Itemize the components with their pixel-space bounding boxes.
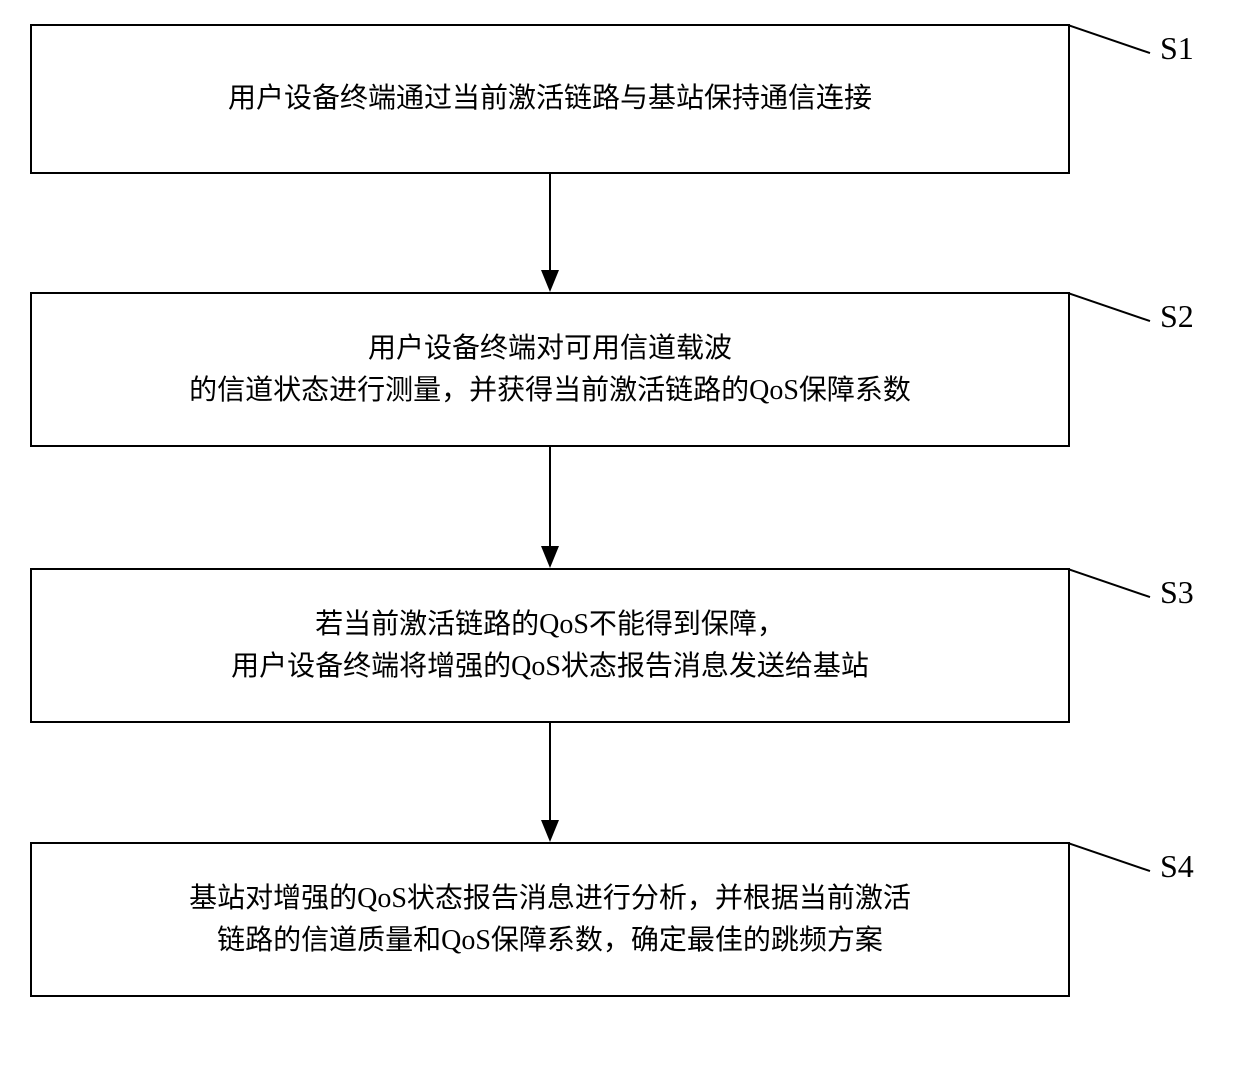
flowchart-node-s4: 基站对增强的QoS状态报告消息进行分析，并根据当前激活链路的信道质量和QoS保障…: [30, 842, 1070, 997]
leader-line-s2: [1067, 292, 1150, 322]
flowchart-node-s3: 若当前激活链路的QoS不能得到保障，用户设备终端将增强的QoS状态报告消息发送给…: [30, 568, 1070, 723]
flowchart-node-s1: 用户设备终端通过当前激活链路与基站保持通信连接: [30, 24, 1070, 174]
node-label-s2: S2: [1160, 298, 1194, 335]
arrow-s2-s3: [539, 447, 561, 570]
flowchart-node-s2: 用户设备终端对可用信道载波的信道状态进行测量，并获得当前激活链路的QoS保障系数: [30, 292, 1070, 447]
arrow-s1-s2: [539, 174, 561, 294]
node-text: 用户设备终端对可用信道载波的信道状态进行测量，并获得当前激活链路的QoS保障系数: [52, 328, 1048, 412]
leader-line-s1: [1067, 24, 1150, 54]
node-label-s1: S1: [1160, 30, 1194, 67]
node-text: 用户设备终端通过当前激活链路与基站保持通信连接: [52, 78, 1048, 120]
node-text: 基站对增强的QoS状态报告消息进行分析，并根据当前激活链路的信道质量和QoS保障…: [52, 878, 1048, 962]
leader-line-s3: [1067, 568, 1150, 598]
flowchart-diagram: 用户设备终端通过当前激活链路与基站保持通信连接 S1 用户设备终端对可用信道载波的信…: [0, 0, 1240, 1075]
node-text: 若当前激活链路的QoS不能得到保障，用户设备终端将增强的QoS状态报告消息发送给…: [52, 604, 1048, 688]
node-label-s3: S3: [1160, 574, 1194, 611]
leader-line-s4: [1067, 842, 1150, 872]
node-label-s4: S4: [1160, 848, 1194, 885]
arrow-s3-s4: [539, 723, 561, 844]
